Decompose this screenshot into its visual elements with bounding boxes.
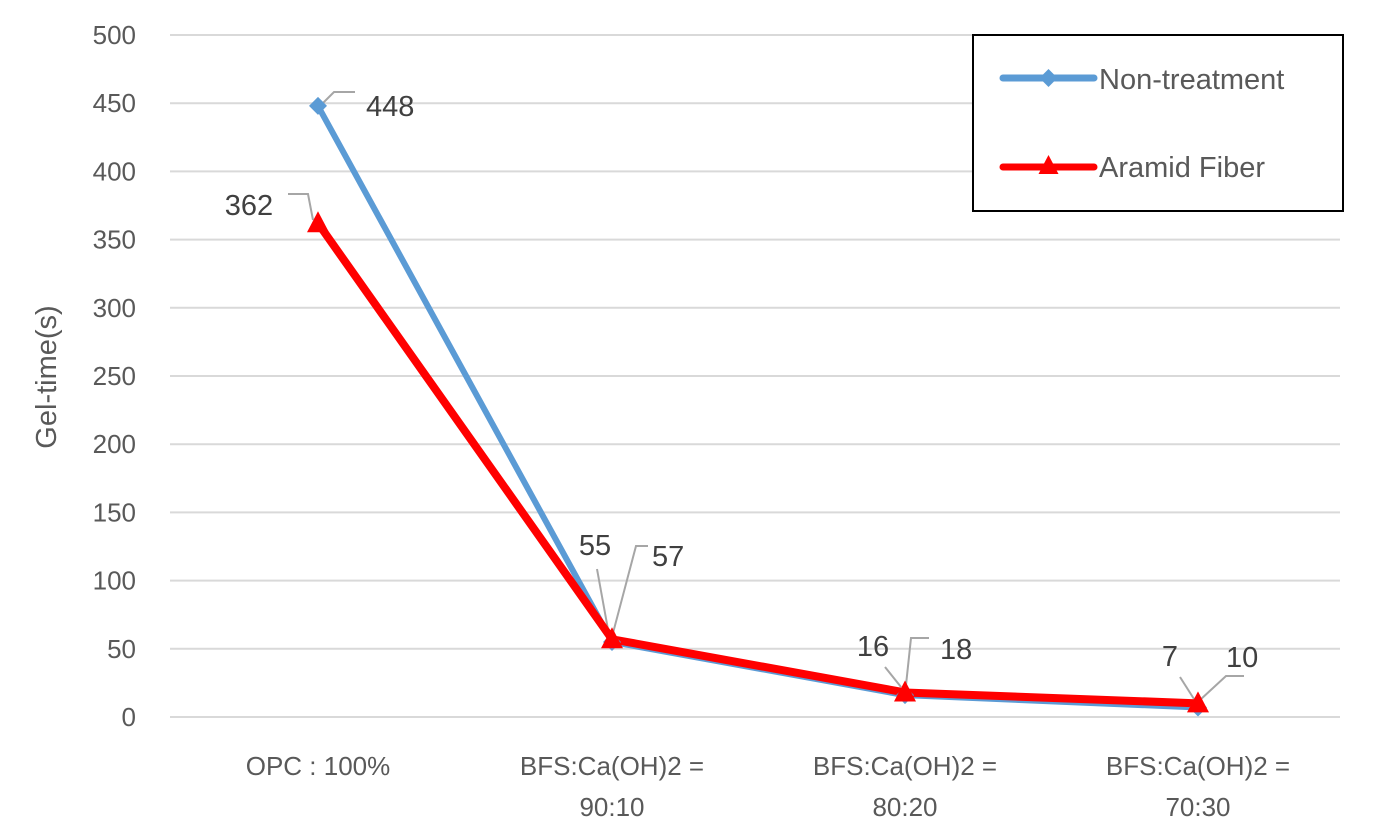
x-category-label: BFS:Ca(OH)2 = [1106, 751, 1290, 781]
x-category-label: 70:30 [1165, 792, 1230, 822]
y-tick-label-200: 200 [93, 429, 136, 459]
x-axis-categories: OPC : 100% BFS:Ca(OH)2 = 90:10 BFS:Ca(OH)2 … [246, 751, 1290, 822]
data-label-non-treatment: 7 [1162, 641, 1178, 673]
y-tick-label-500: 500 [93, 20, 136, 50]
data-label-leader-aramid-fiber [905, 637, 929, 686]
y-tick-label-100: 100 [93, 566, 136, 596]
x-category-label: 90:10 [579, 792, 644, 822]
data-label-aramid-fiber: 18 [940, 634, 972, 666]
data-label-leader-aramid-fiber [288, 193, 314, 221]
data-label-leader-non-treatment [884, 666, 902, 688]
y-axis-ticks: 0 50 100 150 200 250 300 350 400 450 500 [93, 20, 136, 732]
data-label-aramid-fiber: 10 [1226, 642, 1258, 674]
y-tick-label-300: 300 [93, 293, 136, 323]
legend-label-non-treatment: Non-treatment [1099, 64, 1284, 96]
data-label-leader-non-treatment [596, 568, 610, 636]
data-labels: 448 55 16 7 362 57 18 10 [225, 91, 1258, 674]
x-category-label: OPC : 100% [246, 751, 391, 781]
data-point-aramid-fiber [894, 680, 916, 702]
data-label-leader-aramid-fiber [1199, 675, 1244, 701]
data-label-aramid-fiber: 362 [225, 190, 273, 222]
y-tick-label-50: 50 [107, 634, 136, 664]
y-tick-label-150: 150 [93, 497, 136, 527]
data-label-leader-non-treatment [321, 91, 355, 105]
y-tick-label-450: 450 [93, 88, 136, 118]
y-tick-label-400: 400 [93, 156, 136, 186]
series-line-aramid-fiber [314, 219, 1202, 708]
legend-marker-non-treatment [1039, 69, 1058, 87]
data-point-aramid-fiber [1187, 691, 1209, 713]
y-tick-label-0: 0 [122, 702, 136, 732]
legend-marker-aramid-fiber [1038, 155, 1059, 174]
data-label-non-treatment: 448 [366, 91, 414, 123]
y-tick-label-350: 350 [93, 225, 136, 255]
series-markers [307, 96, 1209, 717]
series-lines [314, 102, 1202, 711]
data-label-leaders [288, 91, 1244, 701]
y-tick-label-250: 250 [93, 361, 136, 391]
x-category-label: 80:20 [872, 792, 937, 822]
data-label-aramid-fiber: 57 [652, 541, 684, 573]
data-point-aramid-fiber [601, 627, 623, 649]
data-label-leader-non-treatment [1179, 676, 1195, 700]
data-label-leader-aramid-fiber [612, 545, 648, 634]
y-axis-title: Gel-time(s) [31, 305, 63, 448]
legend-label-aramid-fiber: Aramid Fiber [1099, 152, 1265, 184]
x-category-label: BFS:Ca(OH)2 = [813, 751, 997, 781]
data-label-non-treatment: 16 [857, 631, 889, 663]
x-category-label: BFS:Ca(OH)2 = [520, 751, 704, 781]
data-point-aramid-fiber [307, 211, 329, 233]
legend: Non-treatment Aramid Fiber [972, 34, 1344, 212]
legend-box [972, 34, 1344, 212]
data-label-non-treatment: 55 [579, 530, 611, 562]
data-point-non-treatment [309, 96, 327, 115]
